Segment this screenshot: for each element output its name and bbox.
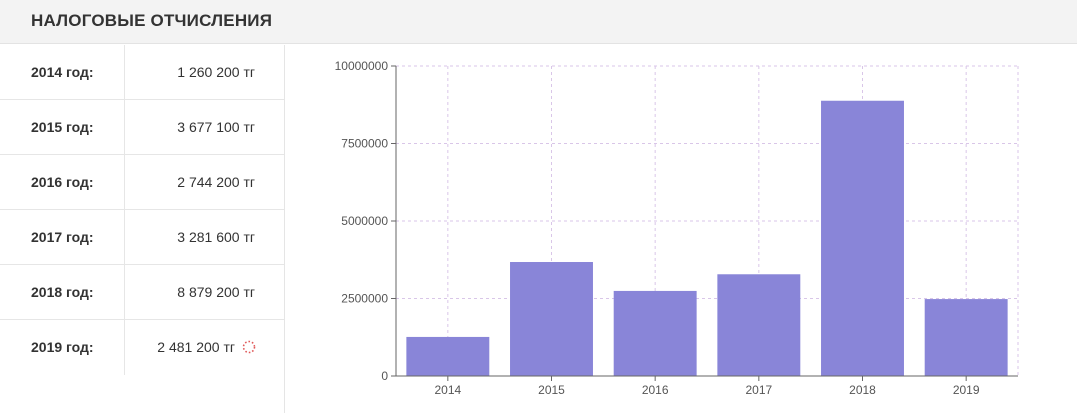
year-cell: 2014 год: xyxy=(0,45,125,99)
tax-table: 2014 год: 1 260 200 тг 2015 год: 3 677 1… xyxy=(0,45,285,413)
y-tick-label: 7500000 xyxy=(341,137,388,151)
bar-2016 xyxy=(613,290,697,376)
chart-tick-labels: 0 2500000 5000000 7500000 10000000 2014 2015 20… xyxy=(335,59,980,397)
table-row: 2015 год: 3 677 100 тг xyxy=(0,100,284,155)
amount-cell: 2 481 200 тг xyxy=(125,320,284,375)
table-row: 2014 год: 1 260 200 тг xyxy=(0,45,284,100)
chart-bars xyxy=(406,100,1008,376)
table-row: 2019 год: 2 481 200 тг xyxy=(0,320,284,375)
x-tick-label: 2017 xyxy=(745,383,772,397)
bar-2018 xyxy=(821,100,904,376)
amount-value: 2 744 200 тг xyxy=(177,174,255,190)
table-row: 2018 год: 8 879 200 тг xyxy=(0,265,284,320)
amount-value: 3 281 600 тг xyxy=(177,229,255,245)
bar-2015 xyxy=(510,262,593,376)
year-label: 2017 год: xyxy=(31,229,94,245)
section-header: НАЛОГОВЫЕ ОТЧИСЛЕНИЯ xyxy=(0,0,1077,44)
amount-value: 3 677 100 тг xyxy=(177,119,255,135)
x-tick-label: 2019 xyxy=(953,383,980,397)
year-cell: 2017 год: xyxy=(0,210,125,264)
year-cell: 2016 год: xyxy=(0,155,125,209)
year-cell: 2015 год: xyxy=(0,100,125,154)
y-tick-label: 10000000 xyxy=(335,59,389,73)
year-label: 2014 год: xyxy=(31,64,94,80)
year-cell: 2019 год: xyxy=(0,320,125,375)
year-label: 2019 год: xyxy=(31,339,94,355)
amount-cell: 1 260 200 тг xyxy=(125,45,284,99)
x-tick-label: 2016 xyxy=(642,383,669,397)
year-label: 2018 год: xyxy=(31,284,94,300)
chart-canvas: 0 2500000 5000000 7500000 10000000 2014 2015 20… xyxy=(335,59,1019,397)
amount-cell: 2 744 200 тг xyxy=(125,155,284,209)
amount-value: 1 260 200 тг xyxy=(177,64,255,80)
table-row: 2016 год: 2 744 200 тг xyxy=(0,155,284,210)
x-tick-label: 2018 xyxy=(849,383,876,397)
bar-2017 xyxy=(717,274,801,376)
y-tick-label: 0 xyxy=(381,369,388,383)
loading-spinner-icon xyxy=(242,340,256,354)
amount-cell: 3 281 600 тг xyxy=(125,210,284,264)
bar-2019 xyxy=(924,299,1008,376)
amount-cell: 8 879 200 тг xyxy=(125,265,284,319)
amount-cell: 3 677 100 тг xyxy=(125,100,284,154)
year-label: 2016 год: xyxy=(31,174,94,190)
x-tick-label: 2015 xyxy=(538,383,565,397)
year-cell: 2018 год: xyxy=(0,265,125,319)
tax-bar-chart: 0 2500000 5000000 7500000 10000000 2014 2015 20… xyxy=(300,50,1060,410)
y-tick-label: 5000000 xyxy=(341,214,388,228)
y-tick-label: 2500000 xyxy=(341,292,388,306)
section-title: НАЛОГОВЫЕ ОТЧИСЛЕНИЯ xyxy=(31,11,273,30)
year-label: 2015 год: xyxy=(31,119,94,135)
table-row: 2017 год: 3 281 600 тг xyxy=(0,210,284,265)
chart-axes xyxy=(391,65,1018,381)
amount-value: 2 481 200 тг xyxy=(157,339,235,355)
x-tick-label: 2014 xyxy=(434,383,461,397)
bar-2014 xyxy=(406,336,490,376)
amount-value: 8 879 200 тг xyxy=(177,284,255,300)
